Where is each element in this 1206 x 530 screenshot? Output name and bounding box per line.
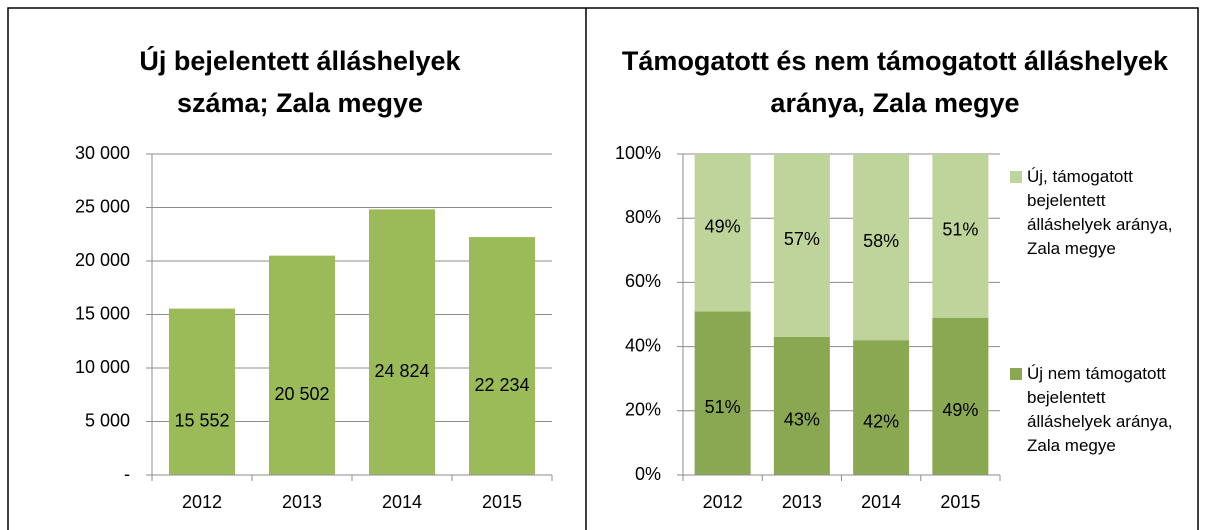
bar-segment (694, 154, 751, 312)
y-tick-label: 5 000 (85, 410, 130, 430)
chart-title: Támogatott és nem támogatott álláshelyek… (621, 46, 1169, 118)
chart-title: Új bejelentett álláshelyek száma; Zala m… (139, 46, 461, 118)
y-tick-label: 30 000 (75, 143, 130, 163)
data-label: 15 552 (174, 411, 229, 431)
bar-segment (853, 154, 910, 341)
legend-swatch (1010, 368, 1022, 380)
legend-label: Új nem támogatott bejelentett álláshelye… (1027, 364, 1173, 455)
data-label: 51% (705, 397, 741, 417)
y-tick-label: 40% (625, 335, 661, 355)
data-label: 57% (784, 229, 820, 249)
data-label: 24 824 (374, 361, 429, 381)
y-tick-label: 60% (625, 271, 661, 291)
y-tick-label: 80% (625, 207, 661, 227)
data-label: 49% (942, 400, 978, 420)
x-tick-label: 2015 (940, 492, 980, 512)
bar (369, 209, 435, 476)
y-tick-label: 0% (635, 464, 661, 484)
y-tick-label: 20 000 (75, 250, 130, 270)
data-label: 42% (863, 411, 899, 431)
data-label: 49% (705, 216, 741, 236)
x-tick-label: 2014 (861, 492, 901, 512)
y-tick-label: 10 000 (75, 357, 130, 377)
y-tick-label: 25 000 (75, 196, 130, 216)
data-label: 22 234 (474, 375, 529, 395)
bar (269, 255, 335, 475)
data-label: 51% (942, 220, 978, 240)
x-tick-label: 2013 (782, 492, 822, 512)
bar (469, 237, 535, 475)
data-label: 58% (863, 231, 899, 251)
x-tick-label: 2015 (482, 492, 522, 512)
x-tick-label: 2012 (182, 492, 222, 512)
y-tick-label: - (124, 464, 130, 484)
bar (169, 308, 235, 475)
bar-segment (773, 154, 830, 337)
x-tick-label: 2012 (703, 492, 743, 512)
bar-segment (694, 311, 751, 475)
bar-segment (932, 317, 989, 475)
y-tick-label: 20% (625, 400, 661, 420)
bar-segment (853, 340, 910, 475)
x-tick-label: 2013 (282, 492, 322, 512)
frame (7, 7, 1199, 530)
y-tick-label: 100% (615, 143, 661, 163)
data-label: 20 502 (274, 384, 329, 404)
x-tick-label: 2014 (382, 492, 422, 512)
legend-swatch (1010, 171, 1022, 183)
bar-segment (932, 154, 989, 318)
y-tick-label: 15 000 (75, 303, 130, 323)
legend-label: Új, támogatott bejelentett álláshelyek a… (1027, 167, 1173, 258)
data-label: 43% (784, 410, 820, 430)
bar-segment (773, 336, 830, 475)
